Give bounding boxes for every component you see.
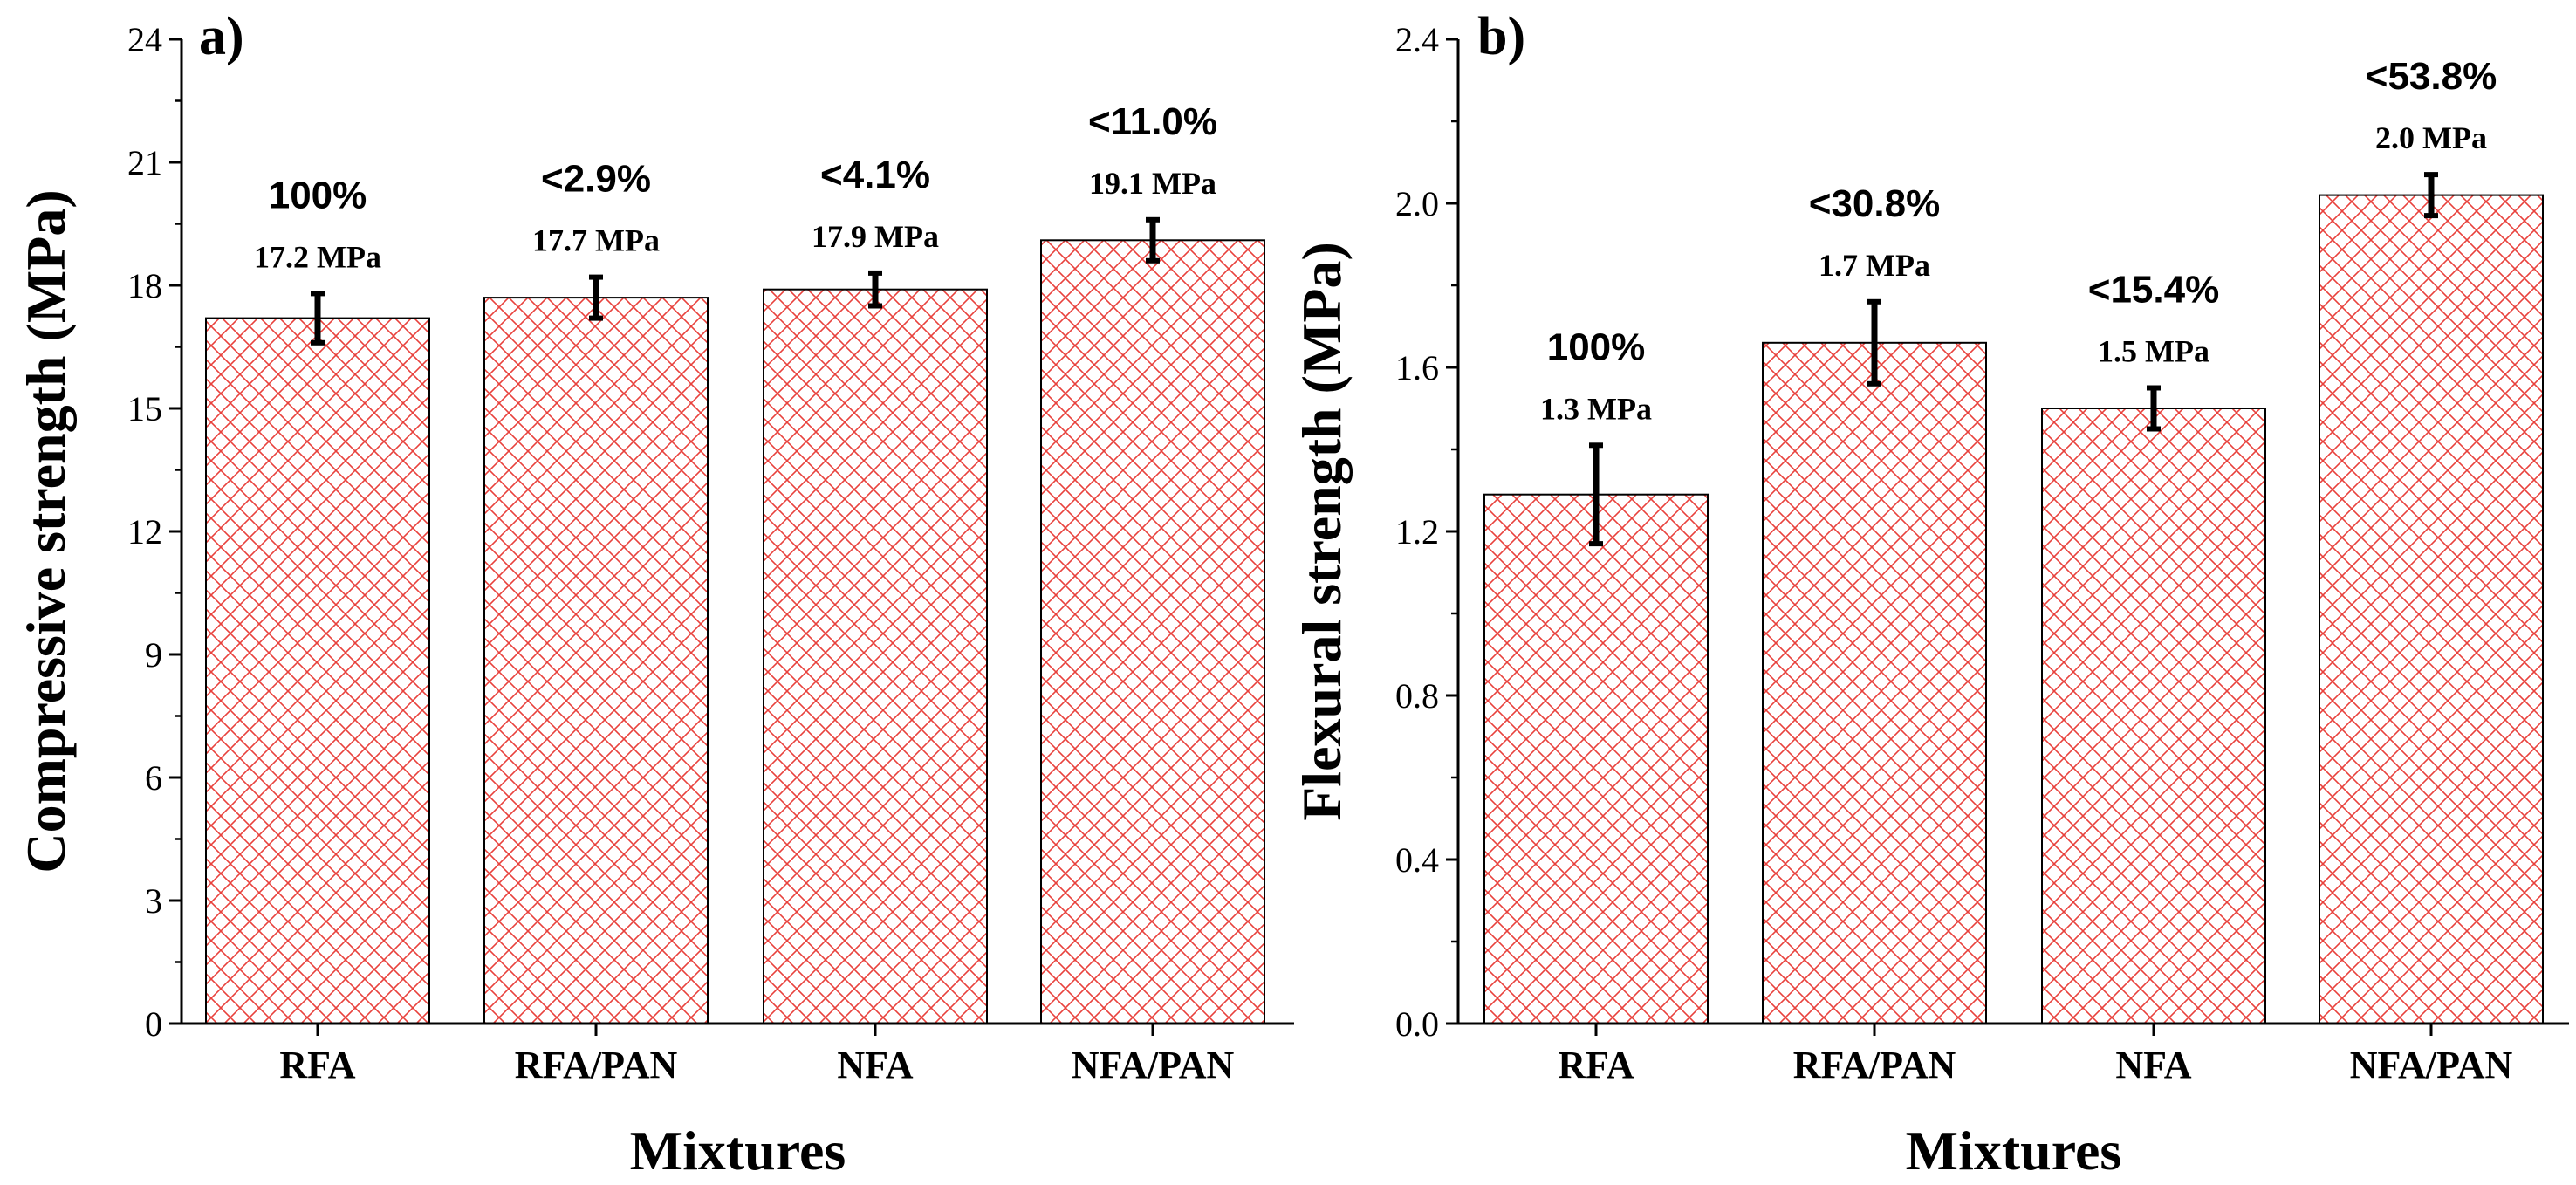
b-percent-label-1: <30.8% — [1809, 182, 1940, 225]
b-category-label-2: NFA — [2115, 1044, 2191, 1086]
a-percent-label-1: <2.9% — [541, 158, 651, 201]
b-value-label-3: 2.0 MPa — [2375, 120, 2487, 155]
b-value-label-0: 1.3 MPa — [1540, 391, 1652, 426]
a-y-tick-label-8: 24 — [127, 20, 162, 59]
b-category-label-0: RFA — [1558, 1044, 1634, 1086]
a-error-bar-0 — [311, 291, 325, 346]
a-value-label-1: 17.7 MPa — [532, 223, 660, 258]
a-panel-label: a) — [199, 7, 244, 66]
b-error-bar-1 — [1867, 298, 1881, 387]
a-category-label-1: RFA/PAN — [515, 1044, 678, 1086]
b-percent-label-3: <53.8% — [2366, 55, 2497, 98]
a-value-label-2: 17.9 MPa — [812, 219, 939, 254]
a-bar-rfa — [205, 317, 430, 1025]
a-value-label-0: 17.2 MPa — [254, 239, 381, 274]
b-y-tick-label-0: 0.0 — [1395, 1004, 1439, 1044]
b-x-axis-title: Mixtures — [1906, 1120, 2122, 1182]
a-y-tick-label-3: 9 — [145, 635, 162, 675]
a-error-bar-2 — [868, 270, 882, 309]
a-percent-label-3: <11.0% — [1088, 100, 1217, 143]
b-y-tick-label-1: 0.4 — [1395, 840, 1439, 880]
b-bar-rfa — [1483, 493, 1709, 1024]
b-value-label-2: 1.5 MPa — [2098, 334, 2209, 369]
a-value-label-3: 19.1 MPa — [1089, 166, 1216, 201]
b-y-tick-label-5: 2.0 — [1395, 184, 1439, 223]
b-category-label-3: NFA/PAN — [2350, 1044, 2513, 1086]
b-y-tick-label-2: 0.8 — [1395, 676, 1439, 716]
b-percent-label-2: <15.4% — [2088, 269, 2219, 312]
a-category-label-0: RFA — [279, 1044, 355, 1086]
b-error-bar-3 — [2424, 172, 2438, 219]
a-error-bar-1 — [589, 274, 603, 321]
a-y-tick-label-4: 12 — [127, 512, 162, 551]
a-error-bar-3 — [1146, 216, 1160, 264]
a-bar-nfa-pan — [1040, 239, 1265, 1024]
a-category-label-3: NFA/PAN — [1072, 1044, 1235, 1086]
b-bar-nfa — [2041, 408, 2266, 1024]
b-y-tick-label-4: 1.6 — [1395, 348, 1439, 387]
a-category-label-2: NFA — [837, 1044, 913, 1086]
a-y-tick-label-5: 15 — [127, 389, 162, 428]
b-category-label-1: RFA/PAN — [1793, 1044, 1956, 1086]
a-percent-label-2: <4.1% — [820, 154, 930, 196]
b-bar-nfa-pan — [2319, 194, 2544, 1025]
a-x-axis-title: Mixtures — [630, 1120, 846, 1182]
b-y-tick-label-3: 1.2 — [1395, 512, 1439, 551]
a-y-tick-label-0: 0 — [145, 1004, 162, 1044]
panel-b-chart: 1.3 MPa 100% 1.7 MPa <30.8% 1.5 MPa <15.4% 2.0… — [1291, 7, 2569, 1182]
b-percent-label-0: 100% — [1547, 325, 1646, 368]
b-value-label-1: 1.7 MPa — [1819, 248, 1930, 283]
b-error-bar-2 — [2147, 385, 2161, 432]
a-bar-nfa — [763, 288, 988, 1024]
b-panel-label: b) — [1477, 7, 1525, 66]
a-y-tick-label-6: 18 — [127, 266, 162, 305]
b-error-bar-0 — [1589, 442, 1603, 547]
a-bar-rfa-pan — [483, 297, 709, 1025]
a-y-axis-title: Compressive strength (MPa) — [15, 189, 77, 873]
a-y-tick-label-1: 3 — [145, 881, 162, 921]
a-y-tick-label-7: 21 — [127, 143, 162, 182]
b-bar-rfa-pan — [1762, 341, 1987, 1024]
b-y-tick-label-6: 2.4 — [1395, 20, 1439, 59]
b-y-axis-title: Flexural strength (MPa) — [1291, 242, 1353, 821]
panel-a-chart: 17.2 MPa 100% 17.7 MPa <2.9% 17.9 MPa <4.1% 19… — [15, 7, 1294, 1182]
a-percent-label-0: 100% — [269, 174, 367, 216]
a-y-tick-label-2: 6 — [145, 758, 162, 798]
